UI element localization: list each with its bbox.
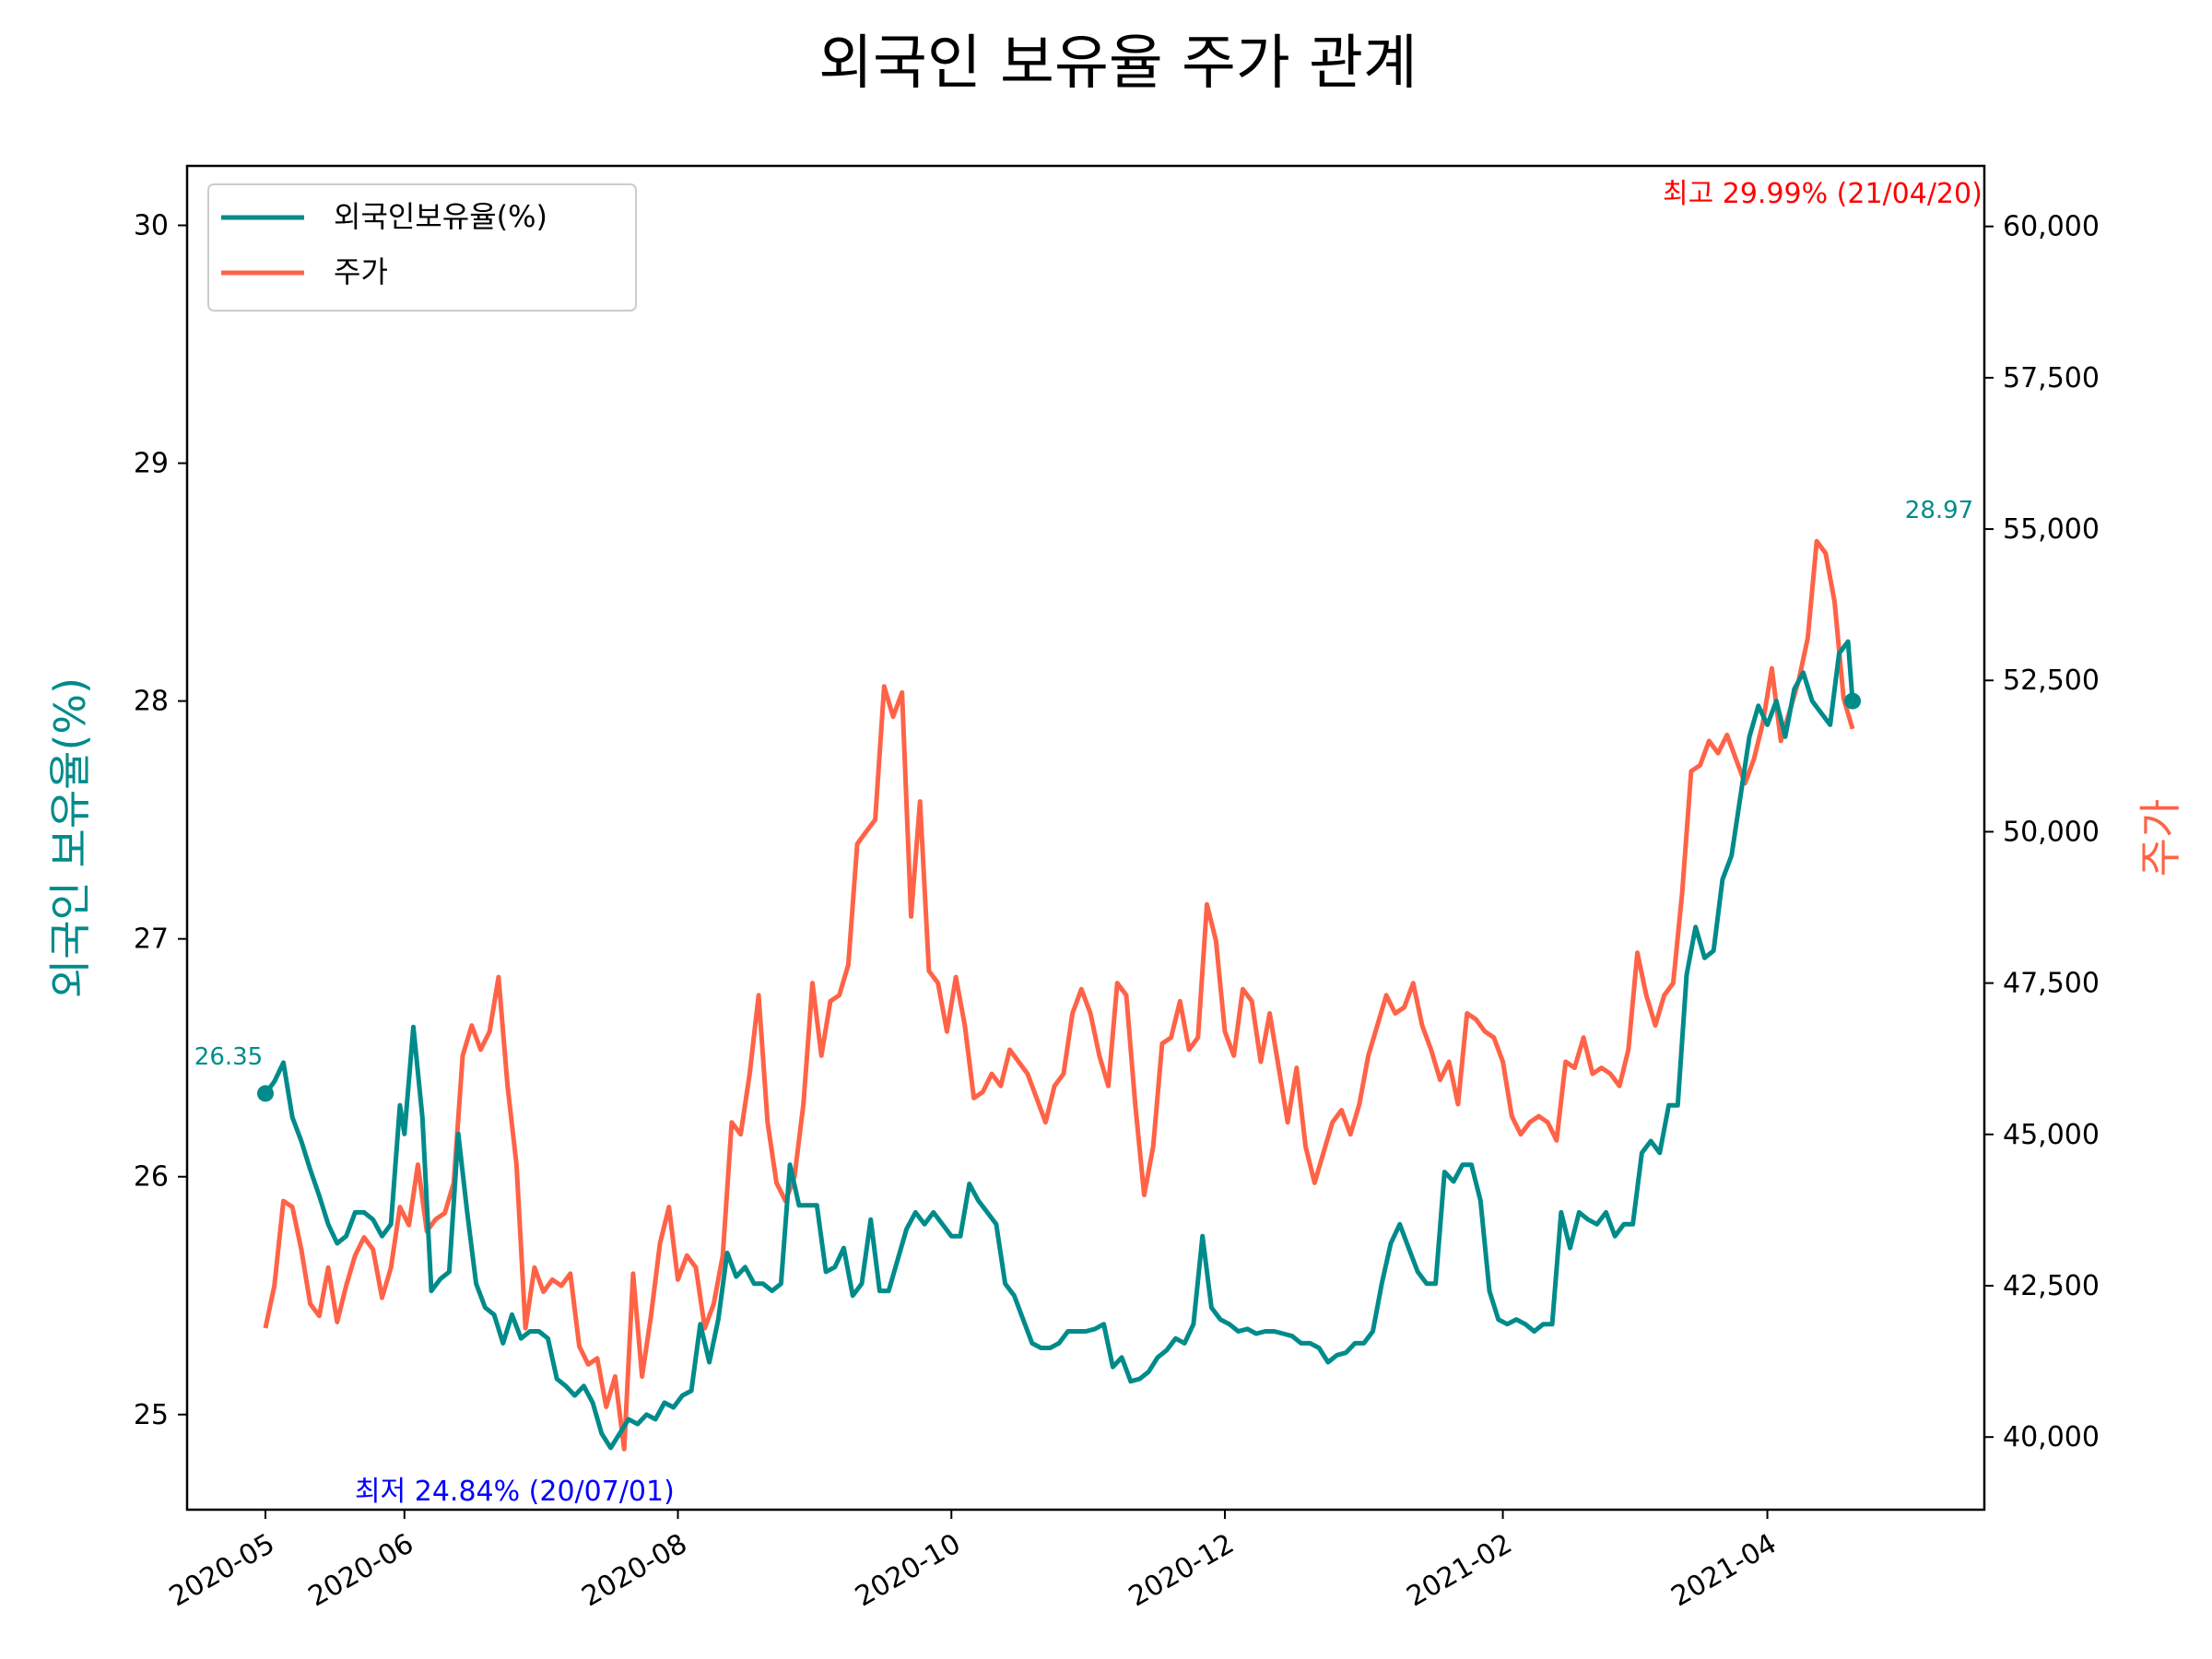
y-tick-label-right: 47,500 — [2003, 968, 2100, 1000]
y-tick-label-left: 27 — [134, 924, 169, 956]
y-tick-label-left: 29 — [134, 448, 169, 480]
end-value-label: 28.97 — [1905, 497, 1973, 524]
max-annotation: 최고 29.99% (21/04/20) — [1663, 178, 1983, 210]
y-tick-label-left: 30 — [134, 210, 169, 242]
plot-area — [185, 164, 1986, 1512]
x-tick-label: 2020-08 — [576, 1527, 692, 1613]
y-axis-right: 40,000 42,500 45,000 47,500 50,000 52,500 55,0… — [1984, 211, 2100, 1453]
y-tick-label-right: 50,000 — [2003, 816, 2100, 848]
chart-title: 외국인 보유율 주가 관계 — [818, 29, 1418, 98]
annotations: 26.35 28.97 최저 24.84% (20/07/01) 최고 29.9… — [194, 178, 1983, 1508]
y-axis-label-left: 외국인 보유율(%) — [45, 677, 95, 998]
legend-label-holding: 외국인보유율(%) — [334, 199, 547, 234]
end-marker — [1844, 692, 1861, 710]
y-tick-label-right: 52,500 — [2003, 665, 2100, 697]
y-tick-label-left: 26 — [134, 1161, 169, 1194]
y-tick-label-right: 45,000 — [2003, 1119, 2100, 1151]
y-axis-left: 25 26 27 28 29 30 — [134, 210, 187, 1431]
plot-frame — [185, 164, 1986, 1512]
start-value-label: 26.35 — [194, 1043, 263, 1071]
y-tick-label-left: 25 — [134, 1399, 169, 1431]
x-tick-label: 2021-04 — [1666, 1527, 1783, 1613]
x-tick-label: 2021-02 — [1402, 1527, 1518, 1613]
y-tick-label-right: 57,500 — [2003, 362, 2100, 394]
y-tick-label-right: 42,500 — [2003, 1270, 2100, 1302]
series-layer — [257, 538, 1861, 1452]
x-axis: 2020-05 2020-06 2020-08 2020-10 2020-12 2021-… — [164, 1510, 1783, 1613]
series-line-holding — [264, 639, 1855, 1451]
x-tick-label: 2020-06 — [303, 1527, 419, 1613]
x-tick-label: 2020-12 — [1124, 1527, 1240, 1613]
series-line-price — [263, 538, 1855, 1452]
y-tick-label-left: 28 — [134, 686, 169, 718]
y-axis-label-right: 주가 — [2136, 799, 2185, 877]
legend: 외국인보유율(%) 주가 — [207, 183, 637, 312]
y-tick-label-right: 40,000 — [2003, 1421, 2100, 1453]
min-annotation: 최저 24.84% (20/07/01) — [355, 1476, 675, 1508]
x-tick-label: 2020-05 — [164, 1527, 280, 1613]
y-tick-label-right: 60,000 — [2003, 211, 2100, 243]
start-marker — [257, 1085, 274, 1102]
x-tick-label: 2020-10 — [850, 1527, 966, 1613]
y-tick-label-right: 55,000 — [2003, 513, 2100, 546]
legend-label-price: 주가 — [334, 254, 388, 289]
legend-box — [207, 183, 637, 312]
